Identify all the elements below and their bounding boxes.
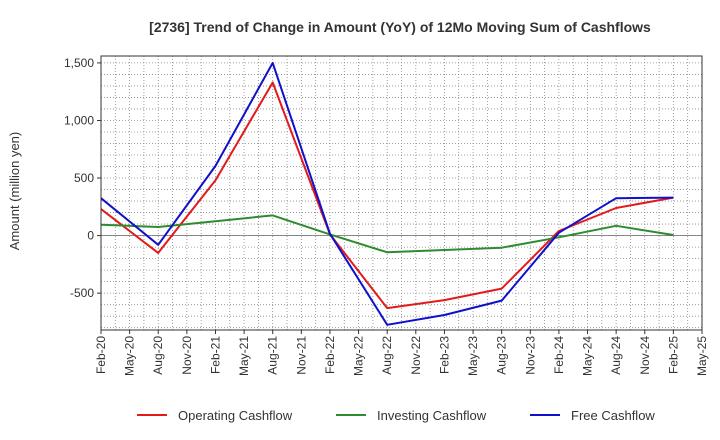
legend-label-operating-cashflow: Operating Cashflow bbox=[178, 408, 293, 423]
x-tick-label: May-23 bbox=[466, 336, 480, 376]
y-tick-label: 1,000 bbox=[64, 113, 94, 127]
x-tick-label: Nov-23 bbox=[523, 336, 537, 375]
x-tick-label: Feb-21 bbox=[209, 336, 223, 374]
x-tick-label: May-22 bbox=[352, 336, 366, 376]
x-tick-label: Feb-23 bbox=[437, 336, 451, 374]
x-tick-label: Aug-20 bbox=[151, 336, 165, 375]
x-tick-label: Feb-25 bbox=[666, 336, 680, 374]
x-tick-label: May-21 bbox=[237, 336, 251, 376]
x-tick-label: Aug-24 bbox=[609, 336, 623, 375]
x-axis-ticks: Feb-20 May-20 Aug-20 Nov-20 Feb-21 May-21 Aug-… bbox=[94, 330, 709, 376]
legend-label-free-cashflow: Free Cashflow bbox=[571, 408, 655, 423]
y-axis-ticks: 1,500 1,000 500 0 -500 bbox=[64, 56, 101, 300]
x-tick-label: Nov-22 bbox=[409, 336, 423, 375]
series-line-investing-cashflow bbox=[100, 214, 674, 254]
x-tick-label: Nov-21 bbox=[294, 336, 308, 375]
legend-label-investing-cashflow: Investing Cashflow bbox=[377, 408, 487, 423]
chart-title: [2736] Trend of Change in Amount (YoY) o… bbox=[149, 19, 651, 35]
y-tick-label: 500 bbox=[74, 171, 94, 185]
x-tick-label: May-25 bbox=[695, 336, 709, 376]
x-tick-label: Feb-24 bbox=[552, 336, 566, 374]
series-line-free-cashflow bbox=[100, 61, 674, 326]
series-lines bbox=[100, 61, 674, 326]
x-tick-label: Aug-22 bbox=[380, 336, 394, 375]
y-tick-label: 0 bbox=[87, 229, 94, 243]
legend: Operating Cashflow Investing Cashflow Free… bbox=[137, 408, 655, 423]
x-tick-label: Feb-22 bbox=[323, 336, 337, 374]
y-axis-label: Amount (million yen) bbox=[7, 132, 22, 251]
series-line-operating-cashflow bbox=[100, 81, 674, 310]
y-tick-label: 1,500 bbox=[64, 56, 94, 70]
x-tick-label: May-20 bbox=[123, 336, 137, 376]
x-tick-label: Feb-20 bbox=[94, 336, 108, 374]
x-tick-label: Nov-24 bbox=[638, 336, 652, 375]
x-tick-label: May-24 bbox=[581, 336, 595, 376]
plot-frame bbox=[100, 55, 703, 331]
x-tick-label: Nov-20 bbox=[180, 336, 194, 375]
x-tick-label: Aug-23 bbox=[495, 336, 509, 375]
x-tick-label: Aug-21 bbox=[266, 336, 280, 375]
y-tick-label: -500 bbox=[70, 286, 94, 300]
grid bbox=[100, 56, 703, 330]
